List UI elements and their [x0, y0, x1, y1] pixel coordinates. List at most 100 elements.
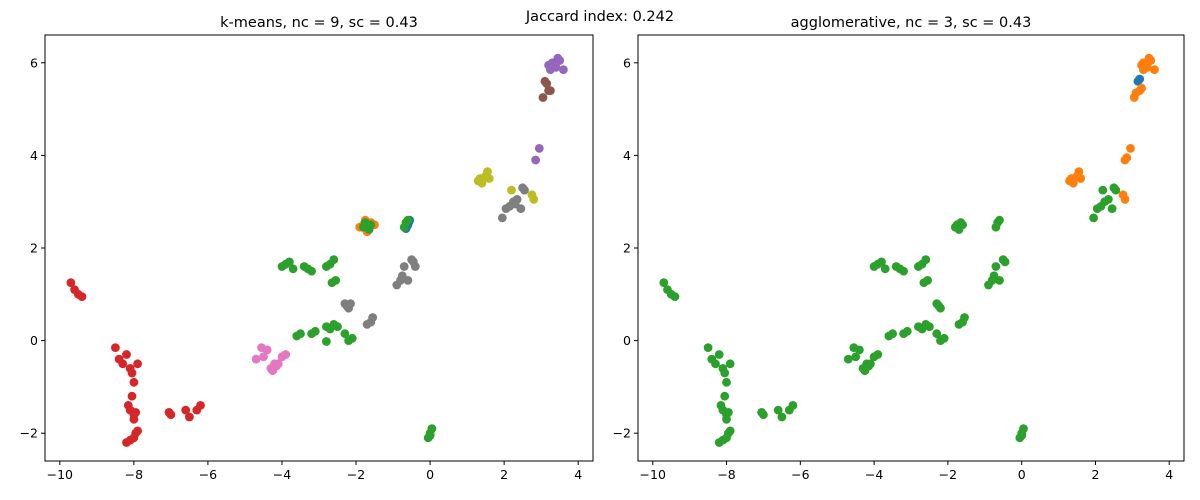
right-plot-point-cluster-1: [1122, 153, 1132, 163]
right-plot-x-tick-label: −4: [865, 467, 883, 482]
right-plot-frame: [637, 34, 1185, 462]
left-plot-y-tick-label: 4: [30, 148, 38, 163]
left-plot-point-cluster-3: [129, 414, 139, 424]
right-plot-point-cluster-2: [722, 377, 731, 387]
right-plot-x-tick-label: −6: [791, 467, 809, 482]
right-plot-x-tick-label: 4: [1165, 467, 1173, 482]
left-plot-point-cluster-8: [477, 178, 487, 188]
left-plot-x-tick-label: −4: [273, 467, 291, 482]
right-plot-point-cluster-2: [1107, 204, 1117, 214]
left-plot-frame: [44, 34, 594, 462]
left-plot-title: k-means, nc = 9, sc = 0.43: [220, 15, 418, 31]
right-plot-point-cluster-2: [888, 329, 897, 339]
right-plot-point-cluster-2: [1015, 433, 1025, 443]
right-plot-point-cluster-2: [724, 428, 733, 438]
right-plot-point-cluster-2: [991, 262, 1001, 271]
left-plot-point-cluster-3: [118, 359, 128, 369]
right-plot-point-cluster-2: [995, 215, 1004, 225]
left-plot: k-means, nc = 9, sc = 0.43 −10 −8 −6 −4 −2 0 2…: [20, 15, 594, 482]
left-plot-point-cluster-4: [549, 60, 559, 70]
right-plot-point-cluster-2: [936, 303, 945, 313]
right-plot-point-cluster-1: [1144, 53, 1154, 63]
right-plot-point-cluster-1: [1142, 60, 1152, 70]
right-plot-point-cluster-2: [958, 220, 967, 230]
right-plot-point-cluster-1: [1126, 144, 1135, 153]
left-plot-point-cluster-4: [534, 144, 544, 153]
right-plot-point-cluster-2: [939, 333, 949, 343]
left-plot-x-tick-label: 0: [426, 467, 434, 482]
left-plot-point-cluster-2: [296, 329, 305, 339]
right-plot-point-cluster-1: [1074, 167, 1084, 177]
left-plot-point-cluster-2: [310, 326, 320, 336]
left-plot-point-cluster-5: [538, 93, 548, 102]
left-plot-x-tick-label: −2: [347, 467, 365, 482]
left-plot-point-cluster-3: [133, 359, 143, 369]
right-plot-point-cluster-0: [1135, 74, 1145, 84]
left-plot-point-cluster-5: [542, 79, 552, 88]
left-plot-point-cluster-3: [77, 292, 87, 301]
left-plot-point-cluster-7: [403, 276, 413, 285]
left-plot-point-cluster-2: [322, 337, 331, 346]
left-plot-point-cluster-3: [181, 405, 191, 415]
left-plot-point-cluster-2: [340, 329, 350, 339]
right-plot-point-cluster-2: [843, 354, 853, 364]
left-plot-point-cluster-3: [66, 278, 76, 288]
left-plot-point-cluster-7: [368, 313, 378, 322]
right-plot-title: agglomerative, nc = 3, sc = 0.43: [791, 15, 1032, 31]
left-plot-point-cluster-3: [185, 412, 194, 422]
left-plot-x-tick-label: −10: [47, 467, 73, 482]
right-plot-point-cluster-2: [777, 412, 787, 422]
right-plot-point-cluster-2: [725, 359, 735, 369]
right-plot-point-cluster-2: [932, 329, 942, 339]
right-plot-point-cluster-2: [724, 408, 733, 417]
left-plot-point-cluster-3: [131, 428, 141, 438]
right-plot-point-cluster-2: [773, 405, 783, 415]
left-plot-point-cluster-5: [546, 86, 555, 95]
right-plot-point-cluster-2: [960, 313, 969, 322]
left-plot-point-cluster-6: [281, 350, 291, 359]
right-plot-point-cluster-2: [670, 292, 680, 301]
left-plot-y-tick-label: 6: [30, 55, 38, 70]
right-plot-y-tick-label: 0: [623, 333, 631, 348]
right-plot-point-cluster-2: [873, 350, 883, 359]
right-plot-point-cluster-2: [864, 361, 873, 371]
right-plot-point-cluster-2: [722, 414, 731, 424]
right-plot-point-cluster-2: [1089, 213, 1098, 223]
right-plot-point-cluster-2: [1111, 185, 1121, 195]
left-plot-point-cluster-8: [507, 185, 516, 195]
left-plot-point-cluster-6: [251, 354, 261, 364]
left-plot-x-tick-label: −6: [199, 467, 217, 482]
right-plot-point-cluster-2: [923, 276, 932, 285]
right-plot-x-tick-label: 2: [1091, 467, 1099, 482]
figure-suptitle: Jaccard index: 0.242: [525, 9, 674, 25]
right-plot-y-tick-label: 4: [623, 148, 631, 163]
left-plot-ticks: −10 −8 −6 −4 −2 0 2 4 −2 0 2 4 6: [20, 55, 583, 482]
right-plot-y-tick-label: 2: [623, 241, 631, 256]
left-plot-y-tick-label: −2: [20, 426, 38, 441]
left-plot-y-tick-label: 2: [30, 241, 38, 256]
left-plot-point-cluster-3: [127, 391, 137, 401]
left-plot-point-cluster-7: [497, 213, 507, 223]
left-plot-point-cluster-7: [346, 299, 355, 308]
left-plot-point-cluster-6: [272, 361, 281, 371]
left-plot-point-cluster-3: [131, 408, 141, 417]
left-plot-point-cluster-2: [427, 424, 437, 433]
right-plot-point-cluster-2: [1104, 195, 1113, 204]
right-plot-point-cluster-2: [788, 401, 798, 410]
right-plot-x-tick-label: −2: [939, 467, 957, 482]
left-plot-point-cluster-4: [531, 155, 540, 165]
left-plot-point-cluster-2: [347, 333, 357, 343]
right-plot-point-cluster-2: [1000, 257, 1010, 267]
right-plot-point-cluster-2: [899, 266, 908, 276]
left-plot-point-cluster-2: [360, 218, 370, 227]
right-plot-point-cluster-1: [1120, 195, 1130, 204]
left-plot-point-cluster-2: [288, 264, 298, 274]
right-plot-y-tick-label: −2: [613, 426, 631, 441]
right-plot-point-cluster-1: [1068, 178, 1078, 188]
left-plot-y-tick-label: 0: [30, 333, 38, 348]
right-plot-point-cluster-1: [1129, 93, 1139, 102]
right-plot-point-cluster-2: [759, 410, 768, 420]
left-plot-point-cluster-8: [529, 195, 539, 204]
left-plot-point-cluster-7: [399, 262, 409, 271]
